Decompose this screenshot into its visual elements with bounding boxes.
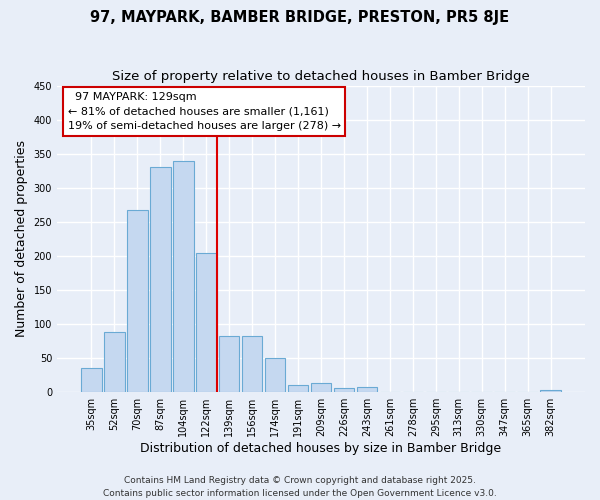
Text: 97, MAYPARK, BAMBER BRIDGE, PRESTON, PR5 8JE: 97, MAYPARK, BAMBER BRIDGE, PRESTON, PR5… [91, 10, 509, 25]
Bar [219, 336, 239, 392]
Bar [196, 252, 217, 392]
Bar [150, 168, 170, 392]
Text: Contains HM Land Registry data © Crown copyright and database right 2025.
Contai: Contains HM Land Registry data © Crown c… [103, 476, 497, 498]
Bar [334, 388, 355, 392]
Title: Size of property relative to detached houses in Bamber Bridge: Size of property relative to detached ho… [112, 70, 530, 83]
Bar [265, 358, 286, 392]
X-axis label: Distribution of detached houses by size in Bamber Bridge: Distribution of detached houses by size … [140, 442, 502, 455]
Bar [356, 388, 377, 392]
Bar [311, 384, 331, 392]
Bar [104, 332, 125, 392]
Bar [242, 336, 262, 392]
Bar [288, 386, 308, 392]
Bar [81, 368, 102, 392]
Bar [541, 390, 561, 392]
Bar [173, 160, 194, 392]
Text: 97 MAYPARK: 129sqm
← 81% of detached houses are smaller (1,161)
19% of semi-deta: 97 MAYPARK: 129sqm ← 81% of detached hou… [68, 92, 341, 132]
Y-axis label: Number of detached properties: Number of detached properties [15, 140, 28, 338]
Bar [127, 210, 148, 392]
